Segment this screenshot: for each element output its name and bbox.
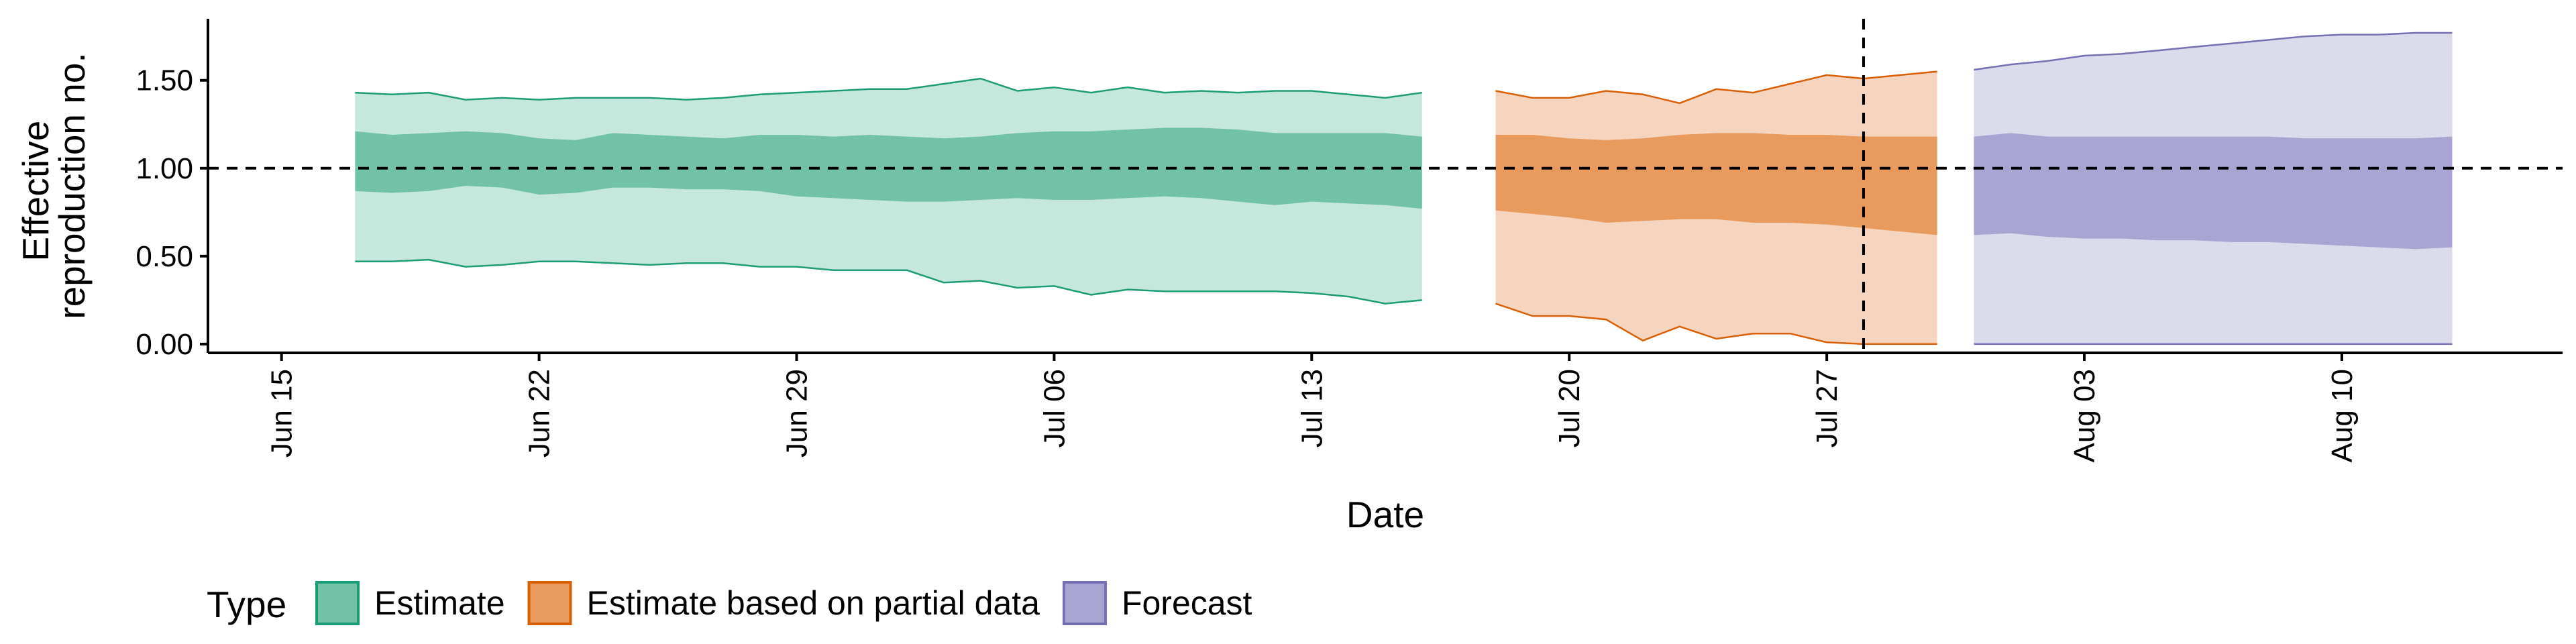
y-axis-title-line-2: reproduction no.	[51, 52, 93, 319]
legend-item-label: Estimate based on partial data	[587, 584, 1040, 622]
legend-key-swatch	[1062, 581, 1107, 625]
y-ticks: 0.00 0.50 1.00 1.50	[136, 64, 208, 361]
y-tick-label: 1.00	[136, 152, 193, 185]
series-1-upper-edge	[355, 77, 1422, 101]
y-tick-label: 1.50	[136, 64, 193, 97]
y-tick-label: 0.00	[136, 328, 193, 361]
y-axis-title-line-1: Effective	[15, 121, 56, 262]
x-tick-label: Aug 03	[2068, 369, 2101, 462]
legend-item-3: Forecast	[1062, 581, 1252, 625]
legend-item-2: Estimate based on partial data	[527, 581, 1040, 625]
legend-item-1: Estimate	[315, 581, 505, 625]
legend-item-label: Forecast	[1122, 584, 1252, 622]
x-tick-label: Jul 13	[1295, 369, 1328, 447]
legend-item-label: Estimate	[374, 584, 505, 622]
plot-area	[208, 19, 2563, 353]
axes: 0.00 0.50 1.00 1.50 Jun 15 Jun 22 Jun 29 Jul 0…	[136, 19, 2563, 462]
series-3	[1974, 32, 2453, 345]
y-tick-label: 0.50	[136, 240, 193, 273]
legend-items: Estimate Estimate based on partial data Fo…	[315, 581, 1252, 625]
x-axis-title: Date	[1346, 494, 1424, 535]
series-3-upper-edge	[1974, 32, 2453, 71]
x-tick-label: Jul 27	[1811, 369, 1843, 447]
legend-key-swatch	[315, 581, 360, 625]
series-3-inner-band	[1974, 133, 2453, 250]
series-2	[1495, 70, 1937, 345]
x-tick-label: Jul 20	[1553, 369, 1586, 447]
x-tick-label: Jun 29	[781, 369, 814, 458]
x-ticks: Jun 15 Jun 22 Jun 29 Jul 06 Jul 13 Jul 20 Jul …	[266, 353, 2359, 462]
x-tick-label: Jul 06	[1038, 369, 1071, 447]
series-2-inner-band	[1495, 133, 1937, 235]
y-axis-title: Effective reproduction no.	[15, 52, 93, 319]
legend-title: Type	[207, 584, 286, 625]
legend: Type Estimate Estimate based on partial d…	[207, 581, 1252, 625]
x-tick-label: Aug 10	[2326, 369, 2359, 462]
x-tick-label: Jun 15	[266, 369, 299, 458]
series-1	[355, 77, 1422, 305]
legend-key-swatch	[527, 581, 572, 625]
series-1-lower-edge	[355, 258, 1422, 305]
x-tick-label: Jun 22	[523, 369, 556, 458]
